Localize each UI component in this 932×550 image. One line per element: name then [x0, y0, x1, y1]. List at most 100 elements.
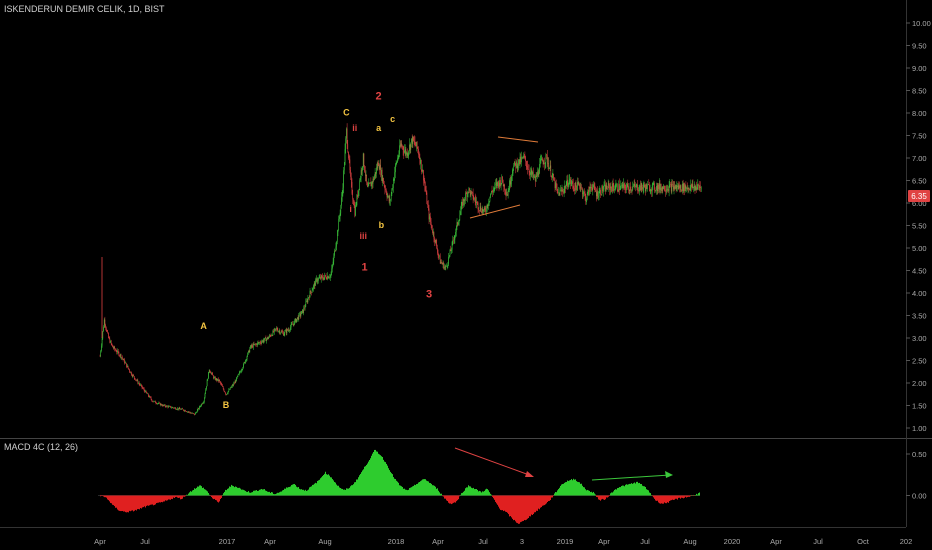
macd-bar — [341, 488, 342, 496]
candle-body — [110, 340, 112, 344]
candle-body — [650, 189, 652, 191]
macd-bar — [241, 489, 242, 496]
macd-bar — [559, 487, 560, 496]
candle-body — [512, 173, 513, 176]
candle-body — [116, 351, 118, 353]
macd-bar — [581, 483, 582, 496]
candle-body — [180, 408, 181, 410]
candle-body — [691, 184, 692, 188]
candle-body — [275, 328, 276, 330]
bullish-divergence-arrow[interactable] — [591, 474, 671, 481]
time-tick-label: Jul — [140, 537, 150, 546]
macd-bar — [299, 488, 300, 496]
candle-body — [320, 275, 322, 280]
candle-body — [134, 378, 136, 380]
candle-body — [521, 157, 523, 159]
macd-bar — [647, 489, 648, 496]
candle-body — [215, 377, 216, 381]
candle-body — [227, 393, 228, 395]
macd-bar — [547, 495, 548, 502]
candle-body — [367, 186, 369, 187]
candle-body — [545, 154, 547, 163]
candle-body — [462, 201, 463, 207]
candle-body — [237, 374, 239, 377]
macd-bar — [428, 481, 429, 496]
candle-body — [325, 276, 327, 279]
candle-body — [334, 250, 336, 252]
macd-bar — [458, 495, 459, 500]
price-axis[interactable]: 10.009.509.008.508.007.507.006.506.005.5… — [906, 19, 931, 433]
candle-body — [643, 184, 645, 188]
candle-body — [437, 248, 438, 253]
candle-body — [143, 388, 145, 391]
candle-body — [403, 149, 405, 153]
lower-trendline[interactable] — [469, 204, 521, 219]
candle-body — [150, 396, 151, 398]
candle-body — [214, 377, 216, 379]
upper-trendline[interactable] — [497, 136, 539, 143]
macd-bar — [535, 495, 536, 513]
macd-bar — [259, 489, 260, 496]
wave-label-minor: ii — [352, 123, 357, 133]
candle-body — [500, 180, 501, 186]
candle-body — [210, 371, 211, 374]
candle-body — [395, 164, 396, 173]
candle-body — [341, 194, 343, 198]
candle-body — [375, 172, 377, 174]
macd-bar — [311, 486, 312, 496]
macd-bar — [561, 484, 562, 496]
candle-body — [560, 189, 561, 191]
macd-bar — [452, 495, 453, 504]
candle-body — [551, 175, 552, 178]
macd-bar — [348, 488, 349, 496]
macd-bar — [268, 491, 269, 496]
time-axis[interactable]: Apr Jul 2017 Apr Aug 2018 Apr Jul 3 2019 Apr Jul Aug… — [94, 537, 912, 546]
candle-body — [355, 205, 356, 216]
candle-body — [247, 352, 248, 357]
candle-body — [305, 301, 307, 307]
macd-bar — [533, 495, 534, 514]
macd-bar — [224, 491, 225, 496]
candle-body — [476, 202, 477, 204]
candle-body — [279, 330, 281, 334]
candle-body — [439, 255, 441, 264]
candle-body — [659, 183, 661, 190]
candle-body — [176, 409, 177, 410]
macd-bar — [401, 486, 402, 496]
candle-body — [147, 393, 148, 395]
macd-bar — [424, 479, 425, 496]
candle-body — [329, 277, 330, 278]
candle-body — [117, 350, 119, 353]
candle-body — [541, 158, 542, 160]
candle-body — [411, 138, 412, 143]
candle-body — [145, 390, 147, 393]
macd-bar — [502, 495, 503, 511]
candle-body — [454, 235, 456, 240]
candle-body — [591, 187, 593, 190]
macd-bar — [556, 492, 557, 496]
candle-body — [464, 200, 465, 202]
bearish-divergence-arrow[interactable] — [454, 447, 533, 477]
macd-axis[interactable]: 0.500.00 — [906, 450, 927, 501]
candle-body — [269, 335, 271, 337]
candle-body — [224, 391, 225, 393]
macd-bar — [450, 495, 451, 504]
macd-bar — [271, 492, 272, 496]
candle-body — [516, 161, 517, 168]
candle-body — [199, 406, 201, 407]
candle-body — [365, 174, 367, 176]
candle-body — [467, 192, 468, 198]
macd-bar — [194, 488, 195, 496]
candle-body — [565, 185, 566, 189]
candle-body — [681, 190, 682, 191]
macd-bar — [654, 495, 655, 499]
macd-bar — [330, 477, 331, 496]
macd-bar — [287, 487, 288, 496]
macd-bar — [171, 495, 172, 499]
candle-body — [682, 183, 683, 191]
macd-bar — [699, 492, 700, 496]
candle-body — [379, 164, 381, 170]
candle-body — [401, 143, 402, 147]
macd-bar — [402, 486, 403, 496]
